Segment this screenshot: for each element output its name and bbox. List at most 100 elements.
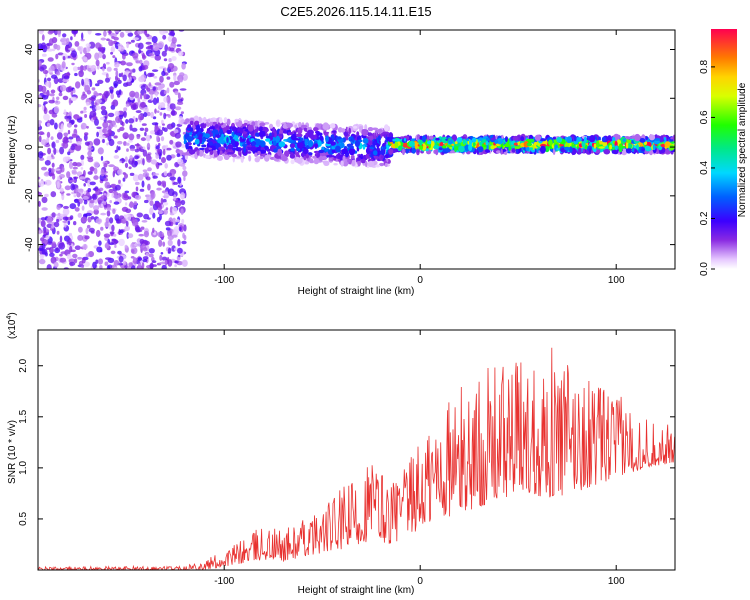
- spectrogram-cell: [156, 129, 163, 136]
- spectrogram-cell: [38, 180, 45, 187]
- spectrogram-cell: [155, 145, 160, 150]
- spectrogram-cell: [134, 160, 139, 166]
- spectrogram-cell: [266, 148, 271, 152]
- spectrogram-cell: [124, 156, 128, 163]
- spectrogram-cell: [125, 208, 132, 214]
- spectrogram-cell: [110, 46, 116, 53]
- spectrogram-cell: [47, 77, 51, 82]
- spectrogram-cell: [525, 146, 530, 152]
- spectrogram-cell: [128, 118, 135, 124]
- spectrogram-cell: [95, 59, 100, 67]
- spectrogram-cell: [38, 217, 42, 224]
- spectrogram-cell: [91, 95, 97, 99]
- spectrogram-cell: [275, 135, 281, 143]
- snr-y-multiplier: (x104): [6, 312, 18, 339]
- spectrogram-cell: [140, 137, 146, 142]
- spectrogram-cell: [66, 171, 71, 179]
- spectrogram-cell: [223, 117, 228, 123]
- spectrogram-cell: [132, 174, 140, 182]
- spectrogram-cell: [427, 140, 432, 145]
- spectrogram-cell: [83, 133, 88, 142]
- spectrogram-cell: [222, 153, 226, 157]
- spectrogram-cell: [46, 264, 52, 269]
- spectrogram-cell: [159, 30, 166, 35]
- spectrogram-cell: [154, 108, 157, 114]
- spectrogram-cell: [116, 145, 119, 152]
- snr-frame: [37, 329, 676, 571]
- spectrogram-cell: [125, 142, 130, 146]
- spectrogram-cell: [58, 242, 66, 250]
- spectrogram-cell: [360, 153, 364, 158]
- spectrogram-cell: [466, 138, 470, 142]
- spectrogram-cell: [377, 128, 383, 134]
- spectrogram-cell: [410, 138, 416, 142]
- spectrogram-cell: [438, 147, 443, 151]
- spectrogram-cell: [348, 147, 356, 156]
- spectrogram-cell: [367, 160, 375, 168]
- spectrogram-cell: [114, 30, 120, 33]
- spectrogram-cell: [194, 120, 200, 126]
- spectrogram-cell: [539, 145, 546, 154]
- spectrogram-cell: [353, 134, 356, 139]
- spectrogram-cell: [47, 147, 52, 155]
- spectrogram-cell: [57, 212, 61, 217]
- spectrogram-cell: [124, 173, 128, 179]
- spectrogram-cell: [494, 139, 499, 144]
- spectrogram-cell: [103, 233, 111, 238]
- snr-y-tick-label: 0.5: [18, 512, 29, 526]
- spectrogram-cell: [178, 79, 183, 83]
- spectrogram-cell: [115, 90, 121, 96]
- spectrogram-cell: [374, 132, 377, 140]
- spectrogram-cell: [127, 79, 131, 83]
- spectrogram-cell: [472, 142, 476, 147]
- spectrogram-cell: [236, 146, 239, 152]
- spectrogram-cell: [134, 194, 142, 200]
- spectrogram-cell: [148, 248, 155, 254]
- spectrogram-cell: [58, 129, 63, 133]
- spectrogram-cell: [67, 129, 71, 135]
- spectrogram-cell: [539, 138, 547, 142]
- spectrogram-cell: [45, 235, 50, 240]
- spectrogram-cell: [63, 132, 69, 137]
- spectrogram-cell: [290, 159, 295, 165]
- spectrogram-cell: [124, 162, 129, 169]
- spectrogram-cell: [126, 148, 129, 152]
- colorbar-tick-label: 0.0: [699, 262, 710, 276]
- spectrogram-cell: [164, 67, 167, 73]
- spectrogram-cell: [54, 100, 61, 105]
- spectrogram-cell: [310, 134, 315, 140]
- spectrogram-cell: [143, 106, 149, 114]
- spectrogram-cell: [372, 127, 379, 131]
- spectrogram-cell: [80, 154, 85, 160]
- spectrogram-cell: [154, 201, 161, 208]
- spectrogram-cell: [85, 253, 90, 258]
- spectrogram-cell: [111, 36, 115, 39]
- spectrogram-cell: [486, 143, 489, 151]
- spectrogram-cell: [95, 105, 101, 111]
- spectrogram-cell: [335, 136, 342, 140]
- spectrogram-cell: [243, 119, 249, 124]
- spectrogram-cell: [100, 105, 107, 111]
- spectrogram-cell: [118, 255, 124, 263]
- spectrogram-cell: [48, 167, 52, 171]
- spectrogram-cell: [141, 262, 145, 269]
- spectrogram-cell: [149, 200, 154, 207]
- spectrogram-cell: [44, 179, 52, 186]
- spectrogram-cell: [128, 262, 133, 267]
- spectrogram-cell: [162, 148, 166, 156]
- spectrogram-cell: [232, 155, 235, 163]
- spectrogram-cell: [47, 57, 54, 62]
- spectrogram-cell: [183, 234, 187, 241]
- spectrogram-cell: [159, 213, 162, 221]
- spectrogram-cell: [362, 145, 366, 150]
- spectrogram-cell: [142, 52, 145, 59]
- spectrogram-cell: [158, 84, 165, 89]
- spectrogram-cell: [145, 134, 151, 142]
- spectrogram-cell: [458, 145, 465, 153]
- spectrogram-cell: [134, 242, 141, 247]
- spectrogram-cell: [326, 154, 334, 158]
- spectrogram-cell: [383, 133, 387, 138]
- spectrogram-cell: [90, 64, 97, 72]
- spectrogram-cell: [122, 177, 126, 182]
- spectrogram-cell: [223, 154, 230, 160]
